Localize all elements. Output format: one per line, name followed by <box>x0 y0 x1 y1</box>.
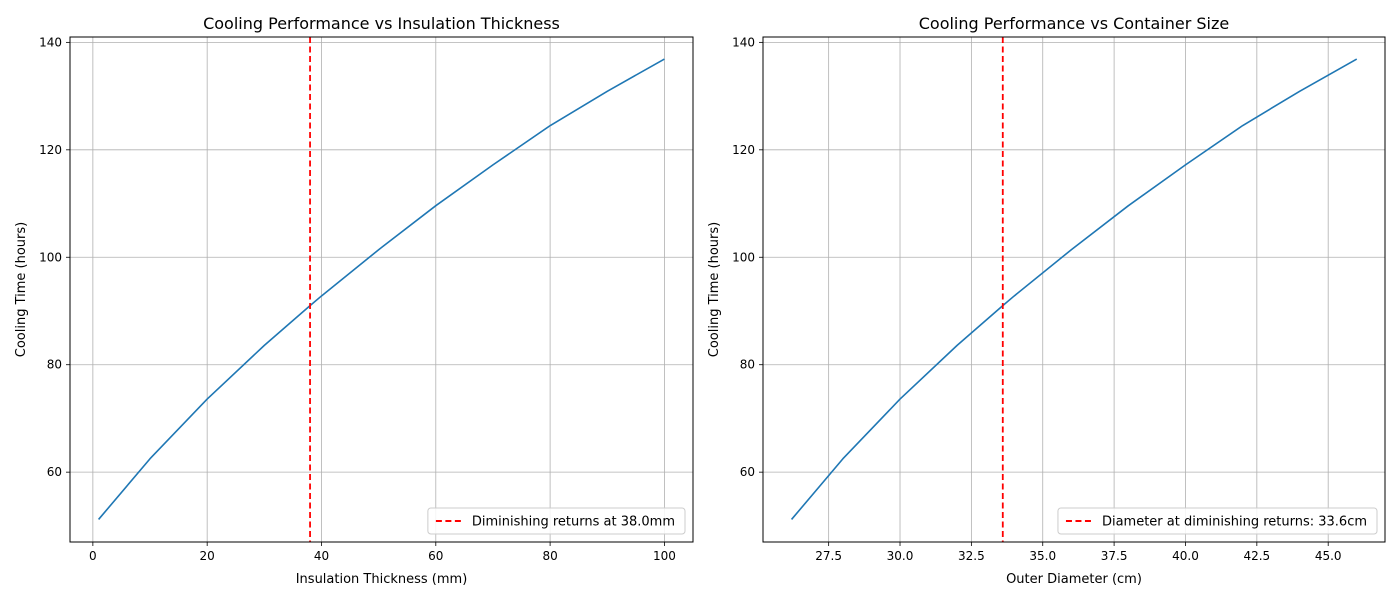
x-tick-label: 35.0 <box>1029 549 1056 563</box>
x-tick-label: 30.0 <box>887 549 914 563</box>
plot-frame <box>69 36 694 543</box>
chart-panel-container-size: 27.5 30.0 32.5 35.0 37.5 40.0 42.5 45.0 60 80 100 1… <box>707 14 1386 587</box>
x-tick-label: 40 <box>314 549 329 563</box>
y-tick-label: 80 <box>47 358 62 372</box>
y-tick-label: 120 <box>732 143 755 157</box>
legend-label-reference: Diameter at diminishing returns: 33.6cm <box>1102 515 1367 530</box>
x-tick-label: 42.5 <box>1243 549 1270 563</box>
x-axis-label: Outer Diameter (cm) <box>1006 572 1142 587</box>
x-tick-label: 80 <box>542 549 557 563</box>
legend: Diameter at diminishing returns: 33.6cm <box>1057 507 1378 535</box>
y-tick-label: 100 <box>39 250 62 264</box>
y-tick-label: 60 <box>47 465 62 479</box>
x-tick-label: 60 <box>428 549 443 563</box>
x-tick-label: 0 <box>89 549 97 563</box>
legend-label-reference: Diminishing returns at 38.0mm <box>472 515 675 530</box>
y-tick-label: 60 <box>740 465 755 479</box>
y-tick-label: 80 <box>740 358 755 372</box>
series-line <box>97 58 665 520</box>
x-tick-label: 100 <box>653 549 676 563</box>
x-tick-label: 37.5 <box>1101 549 1128 563</box>
x-axis-label: Insulation Thickness (mm) <box>296 572 468 587</box>
y-axis-label: Cooling Time (hours) <box>707 222 722 357</box>
x-tick-label: 32.5 <box>958 549 985 563</box>
series-line <box>790 58 1358 520</box>
chart-panel-insulation: 0 20 40 60 80 100 60 80 100 120 140 Cooling Perfor… <box>14 14 694 587</box>
x-tick-label: 20 <box>200 549 215 563</box>
chart-title: Cooling Performance vs Container Size <box>919 14 1230 33</box>
y-tick-label: 120 <box>39 143 62 157</box>
plot-frame <box>762 36 1386 543</box>
y-tick-label: 140 <box>732 35 755 49</box>
y-axis-label: Cooling Time (hours) <box>14 222 29 357</box>
legend: Diminishing returns at 38.0mm <box>427 507 686 535</box>
x-tick-label: 27.5 <box>815 549 842 563</box>
y-tick-label: 100 <box>732 250 755 264</box>
legend-box <box>1057 507 1378 535</box>
chart-title: Cooling Performance vs Insulation Thickn… <box>203 14 560 33</box>
legend-box <box>427 507 686 535</box>
y-tick-label: 140 <box>39 35 62 49</box>
x-tick-label: 40.0 <box>1172 549 1199 563</box>
x-tick-label: 45.0 <box>1315 549 1342 563</box>
